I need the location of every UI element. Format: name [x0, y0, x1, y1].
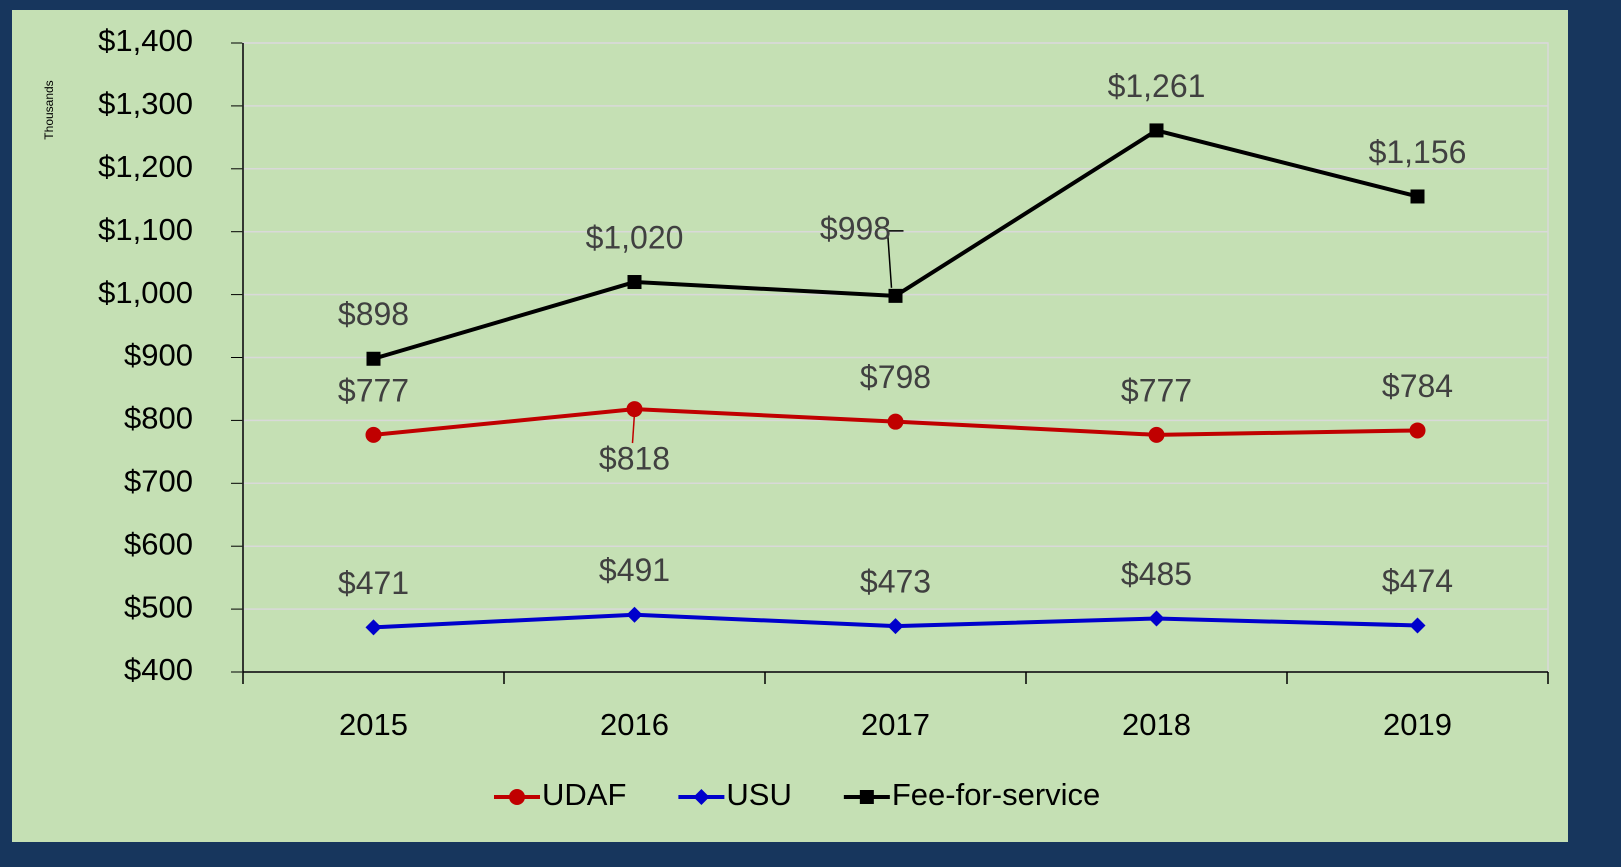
data-label: $1,156	[1369, 134, 1467, 170]
y-tick-label: $900	[124, 338, 193, 373]
marker	[1410, 189, 1425, 204]
y-tick-label: $700	[124, 463, 193, 498]
marker	[509, 789, 525, 805]
y-tick-label: $1,000	[98, 275, 193, 310]
x-tick-label: 2018	[1122, 707, 1191, 742]
data-label: $777	[338, 372, 409, 408]
marker	[1409, 422, 1426, 439]
data-label: $777	[1121, 372, 1192, 408]
marker	[887, 413, 904, 430]
marker	[888, 288, 903, 303]
marker	[1149, 123, 1164, 138]
marker	[887, 618, 904, 635]
leader-line	[631, 413, 636, 444]
y-tick-label: $600	[124, 526, 193, 561]
marker	[859, 790, 874, 804]
marker	[1148, 610, 1165, 627]
marker	[366, 351, 381, 366]
x-tick-label: 2016	[600, 707, 669, 742]
marker	[627, 275, 642, 290]
data-label: $898	[338, 296, 409, 332]
marker	[1148, 426, 1165, 443]
marker	[365, 619, 382, 636]
marker	[1409, 617, 1426, 634]
legend-label: Fee-for-service	[892, 777, 1100, 812]
marker	[626, 606, 643, 623]
y-tick-label: $400	[124, 652, 193, 687]
data-label: $471	[338, 565, 409, 601]
y-tick-label: $1,200	[98, 149, 193, 184]
data-label: $784	[1382, 368, 1453, 404]
marker	[365, 426, 382, 443]
data-label: $473	[860, 564, 931, 600]
data-label: $491	[599, 552, 670, 588]
marker	[626, 401, 643, 418]
legend-label: UDAF	[542, 777, 626, 812]
data-label: $474	[1382, 563, 1453, 599]
marker	[693, 789, 710, 805]
data-label: $818	[599, 441, 670, 477]
x-tick-label: 2015	[339, 707, 408, 742]
y-tick-label: $1,100	[98, 212, 193, 247]
y-axis-label: Thousands	[42, 80, 56, 139]
data-label: $1,261	[1108, 68, 1206, 104]
legend-label: USU	[726, 777, 791, 812]
data-label: $1,020	[586, 219, 684, 255]
y-tick-label: $500	[124, 589, 193, 624]
leader-line	[886, 230, 904, 288]
x-tick-label: 2017	[861, 707, 930, 742]
data-label: $485	[1121, 556, 1192, 592]
data-label: $998	[820, 210, 891, 246]
y-tick-label: $1,300	[98, 86, 193, 121]
y-tick-label: $1,400	[98, 23, 193, 58]
data-label: $798	[860, 359, 931, 395]
x-tick-label: 2019	[1383, 707, 1452, 742]
chart-background	[12, 10, 1568, 842]
y-tick-label: $800	[124, 401, 193, 436]
